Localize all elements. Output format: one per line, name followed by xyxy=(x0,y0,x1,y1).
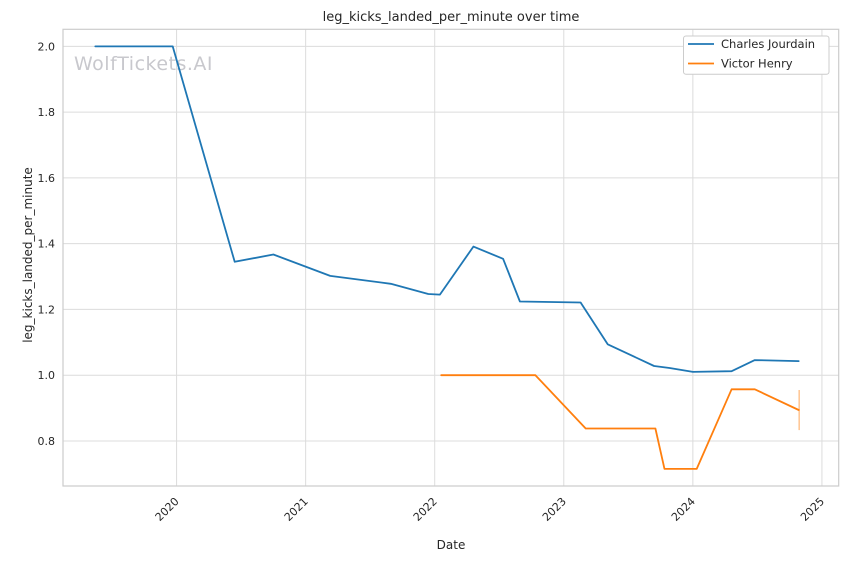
legend-label-charles-jourdain: Charles Jourdain xyxy=(721,37,815,51)
y-tick-label: 1.0 xyxy=(38,369,56,382)
y-tick-label: 0.8 xyxy=(38,435,56,448)
watermark: WolfTickets.AI xyxy=(74,53,213,75)
legend-label-victor-henry: Victor Henry xyxy=(721,57,793,71)
legend-box xyxy=(683,35,830,75)
legend: Charles Jourdain Victor Henry xyxy=(683,35,830,75)
y-tick-label: 1.2 xyxy=(38,303,56,316)
series-line xyxy=(94,45,800,373)
plot-border xyxy=(62,28,840,487)
y-tick-label: 1.6 xyxy=(38,172,56,185)
series-line xyxy=(440,374,800,470)
x-axis-label: Date xyxy=(437,538,466,552)
y-tick-label: 1.4 xyxy=(38,238,56,251)
chart-title: leg_kicks_landed_per_minute over time xyxy=(323,10,580,25)
series-lines xyxy=(94,45,800,470)
y-tick-label: 2.0 xyxy=(38,40,56,53)
y-tick-label: 1.8 xyxy=(38,106,56,119)
y-axis-label: leg_kicks_landed_per_minute xyxy=(21,167,35,343)
